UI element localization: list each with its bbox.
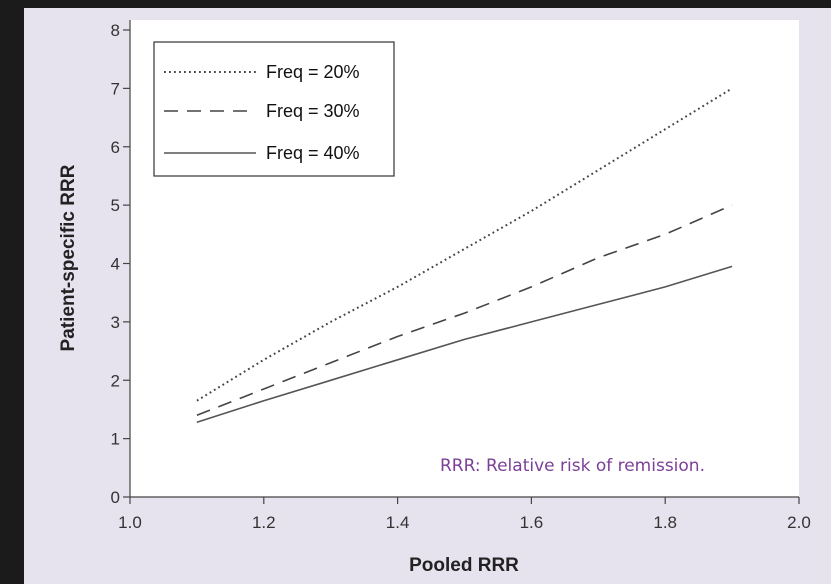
legend-label-freq-40: Freq = 40% [266,143,360,163]
y-axis-title: Patient-specific RRR [58,164,79,351]
y-tick-label: 7 [111,79,120,98]
x-tick-label: 1.4 [386,513,410,532]
y-tick-label: 8 [111,21,120,40]
y-tick-label: 0 [111,488,120,507]
legend-label-freq-20: Freq = 20% [266,62,360,82]
x-tick-label: 1.0 [118,513,142,532]
y-tick-label: 3 [111,313,120,332]
series-layer [196,87,733,424]
annotation-note: RRR: Relative risk of remission. [440,456,705,476]
y-axis: 0 1 2 3 4 5 6 7 8 [111,20,131,507]
y-tick-label: 2 [111,371,120,390]
y-tick-label: 1 [111,430,120,449]
x-axis: 1.0 1.2 1.4 1.6 1.8 2.0 [118,496,811,532]
series-line-30pct [196,204,733,417]
series-line-40pct [196,265,733,424]
y-tick-label: 4 [111,255,120,274]
legend: Freq = 20% Freq = 30% Freq = 40% [153,41,395,177]
x-axis-title: Pooled RRR [409,555,519,576]
y-tick-label: 5 [111,196,120,215]
x-tick-label: 1.2 [252,513,276,532]
x-tick-label: 1.6 [520,513,544,532]
chart-panel: 0 1 2 3 4 5 6 7 8 1.0 1.2 1.4 1.6 1.8 2.0 Freq = 20% … [24,8,831,584]
legend-label-freq-30: Freq = 30% [266,101,360,121]
x-tick-label: 2.0 [787,513,811,532]
series-line-20pct [196,87,733,402]
x-tick-label: 1.8 [653,513,677,532]
y-tick-label: 6 [111,138,120,157]
line-chart: 0 1 2 3 4 5 6 7 8 1.0 1.2 1.4 1.6 1.8 2.0 Freq = 20% … [58,20,811,576]
